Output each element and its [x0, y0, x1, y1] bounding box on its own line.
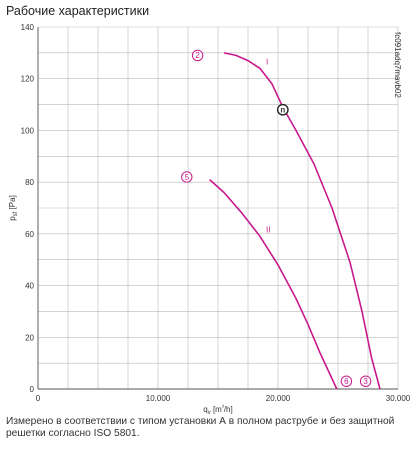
operating-point-label: n — [280, 106, 285, 115]
curve-marker-label: 3 — [363, 377, 368, 386]
curve-marker-circle — [191, 49, 204, 62]
curve-marker-circle — [359, 375, 372, 387]
chart-axes — [37, 27, 398, 390]
x-tick-label: 10.000 — [146, 394, 171, 403]
curve-marker-label: 5 — [185, 173, 190, 182]
caption: Измерено в соответствии с типом установк… — [6, 416, 395, 439]
y-tick-label: 0 — [30, 385, 35, 394]
chart-series — [209, 52, 381, 390]
y-tick-label: 40 — [25, 282, 34, 291]
curve-marker-circle — [181, 171, 193, 183]
chart-grid — [37, 26, 399, 390]
x-tick-label: 0 — [36, 394, 41, 403]
y-tick-label: 120 — [21, 75, 35, 84]
x-tick-label: 20.000 — [266, 394, 291, 403]
y-tick-label: 100 — [21, 126, 35, 135]
x-tick-label: 30.000 — [386, 394, 411, 403]
y-tick-label: 20 — [25, 333, 34, 342]
y-axis-label: psf [Pa] — [8, 195, 19, 221]
curve-marker-label: 2 — [195, 51, 200, 60]
series-label-II: II — [266, 225, 270, 234]
page-title: Рабочие характеристики — [6, 4, 150, 18]
series-label-I: I — [266, 57, 268, 66]
series-line-II — [209, 179, 338, 390]
chart-code-label: fc091adq7mavb02 — [393, 32, 402, 98]
chart-markers: 2 5 6 3 n — [181, 49, 372, 387]
curve-marker-circle — [340, 375, 353, 387]
curve-marker-label: 6 — [344, 377, 349, 386]
y-tick-label: 80 — [25, 178, 34, 187]
operating-point-marker — [276, 103, 289, 116]
y-tick-label: 140 — [21, 23, 35, 32]
series-line-I — [223, 52, 381, 390]
y-tick-label: 60 — [25, 230, 34, 239]
x-axis-label: qv [m³/h] — [203, 405, 232, 416]
